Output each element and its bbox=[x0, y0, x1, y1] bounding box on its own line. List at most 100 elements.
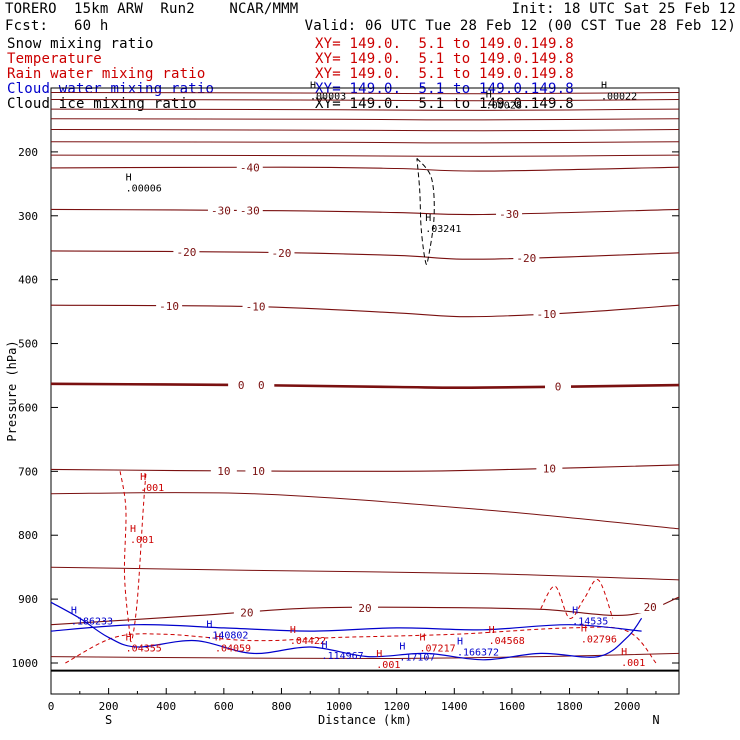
max-marker-15: H bbox=[71, 606, 77, 617]
plot-frame bbox=[50, 87, 680, 695]
upper-contour-4 bbox=[50, 129, 680, 132]
isotherm-label--20: -20 bbox=[176, 246, 196, 259]
cloud-water-contour bbox=[50, 601, 643, 661]
y-tick-label-6: 800 bbox=[18, 529, 38, 542]
max-marker-13: H bbox=[376, 649, 382, 660]
max-value-2: .00003 bbox=[310, 92, 346, 103]
max-value-10: .07217 bbox=[419, 644, 455, 655]
max-value-17: .114967 bbox=[322, 651, 364, 662]
isotherm-label--30: -30 bbox=[240, 204, 260, 217]
isotherm--10 bbox=[50, 304, 680, 318]
max-marker-3: H bbox=[486, 89, 492, 100]
max-marker-0: H bbox=[126, 173, 132, 184]
isotherm-label-0: 0 bbox=[555, 381, 562, 394]
max-marker-4: H bbox=[601, 81, 607, 92]
isotherm-label-bg bbox=[236, 161, 263, 174]
y-tick-label-4: 600 bbox=[18, 401, 38, 414]
isotherm-20 bbox=[50, 596, 680, 626]
cloud-water-contour-2 bbox=[50, 624, 642, 632]
legend-xy-3: XY= 149.0. 5.1 to 149.0.149.8 bbox=[315, 81, 574, 97]
legend-name-2: Rain water mixing ratio bbox=[7, 66, 206, 82]
max-marker-2: H bbox=[310, 81, 316, 92]
rain-right-contour bbox=[540, 579, 614, 619]
max-value-4: .00022 bbox=[601, 92, 637, 103]
max-value-6: .001 bbox=[130, 535, 154, 546]
max-value-8: .04059 bbox=[215, 644, 251, 655]
isotherm-label--30: -30 bbox=[211, 204, 231, 217]
isotherm-label-bg bbox=[352, 601, 378, 614]
x-tick-label-3: 600 bbox=[214, 700, 234, 713]
cloud-ice-contour bbox=[416, 157, 435, 266]
isotherm-label-bg bbox=[637, 601, 664, 614]
lower-contour-1 bbox=[50, 566, 680, 581]
isotherm-label-bg bbox=[268, 246, 295, 259]
isotherm-label--20: -20 bbox=[272, 247, 292, 260]
isotherm-label-10: 10 bbox=[217, 465, 230, 478]
y-tick-label-8: 1000 bbox=[12, 657, 39, 670]
isotherm-0 bbox=[50, 382, 680, 390]
max-marker-18: H bbox=[399, 641, 405, 652]
lower-contour-0 bbox=[50, 492, 680, 530]
x-tick-label-6: 1200 bbox=[383, 700, 410, 713]
isotherm--20 bbox=[50, 250, 680, 260]
isotherm-label-20: 20 bbox=[358, 602, 371, 615]
x-tick-label-2: 400 bbox=[156, 700, 176, 713]
max-marker-20: H bbox=[572, 606, 578, 617]
upper-contour-6 bbox=[50, 154, 680, 157]
x-tick-label-10: 2000 bbox=[614, 700, 641, 713]
upper-contour-2 bbox=[50, 108, 680, 111]
max-marker-9: H bbox=[290, 625, 296, 636]
isotherm-label--20: -20 bbox=[516, 252, 536, 265]
max-marker-17: H bbox=[322, 640, 328, 651]
legend-xy-0: XY= 149.0. 5.1 to 149.0.149.8 bbox=[315, 36, 574, 52]
x-tick-label-4: 800 bbox=[272, 700, 292, 713]
isotherm-label-20: 20 bbox=[240, 606, 253, 619]
isotherm-label-bg bbox=[236, 204, 263, 217]
isotherm-10 bbox=[50, 464, 680, 472]
x-axis-label: Distance (km) bbox=[318, 713, 412, 727]
y-tick-label-7: 900 bbox=[18, 593, 38, 606]
y-axis-label: Pressure (hPa) bbox=[5, 340, 19, 441]
max-marker-11: H bbox=[489, 625, 495, 636]
legend-name-0: Snow mixing ratio bbox=[7, 36, 154, 52]
header-init: Init: 18 UTC Sat 25 Feb 12 bbox=[511, 1, 736, 17]
isotherm-label-bg bbox=[536, 462, 563, 475]
isotherm-label--10: -10 bbox=[537, 308, 557, 321]
max-value-5: .001 bbox=[140, 483, 164, 494]
legend-xy-2: XY= 149.0. 5.1 to 149.0.149.8 bbox=[315, 66, 574, 82]
max-marker-7: H bbox=[126, 633, 132, 644]
header-valid: Valid: 06 UTC Tue 28 Feb 12 (00 CST Tue … bbox=[304, 18, 736, 34]
max-marker-1: H bbox=[425, 213, 431, 224]
max-marker-14: H bbox=[621, 647, 627, 658]
isotherm-label-bg bbox=[533, 307, 560, 320]
isotherm-label--30: -30 bbox=[499, 208, 519, 221]
isotherm-label-bg bbox=[173, 245, 200, 258]
isotherm-label-bg bbox=[228, 379, 255, 392]
max-marker-6: H bbox=[130, 524, 136, 535]
x-tick-label-0: 0 bbox=[48, 700, 55, 713]
isotherm-label--40: -40 bbox=[240, 161, 260, 174]
upper-contour-3 bbox=[50, 118, 680, 121]
x-tick-label-5: 1000 bbox=[326, 700, 353, 713]
upper-contour-0 bbox=[50, 92, 680, 95]
right-endpoint-label: N bbox=[652, 713, 659, 727]
max-value-3: .00028 bbox=[486, 100, 522, 111]
max-value-9: .04422 bbox=[290, 636, 326, 647]
max-value-12: .02796 bbox=[581, 635, 617, 646]
legend-xy-1: XY= 149.0. 5.1 to 149.0.149.8 bbox=[315, 51, 574, 67]
isotherm-label--10: -10 bbox=[246, 301, 266, 314]
y-tick-label-2: 400 bbox=[18, 274, 38, 287]
isotherm-label--10: -10 bbox=[159, 300, 179, 313]
isotherm-label-bg bbox=[207, 204, 234, 217]
isotherm-label-bg bbox=[496, 207, 523, 220]
max-value-20: .14535 bbox=[572, 617, 608, 628]
legend-name-4: Cloud ice mixing ratio bbox=[7, 96, 197, 112]
rain-lower-contour bbox=[65, 626, 657, 664]
header-fcst: Fcst: 60 h bbox=[5, 18, 109, 34]
y-tick-label-5: 700 bbox=[18, 465, 38, 478]
max-value-19: .166372 bbox=[457, 647, 499, 658]
upper-contour-5 bbox=[50, 141, 680, 144]
isotherm-label-bg bbox=[156, 299, 183, 312]
legend-name-1: Temperature bbox=[7, 51, 102, 67]
